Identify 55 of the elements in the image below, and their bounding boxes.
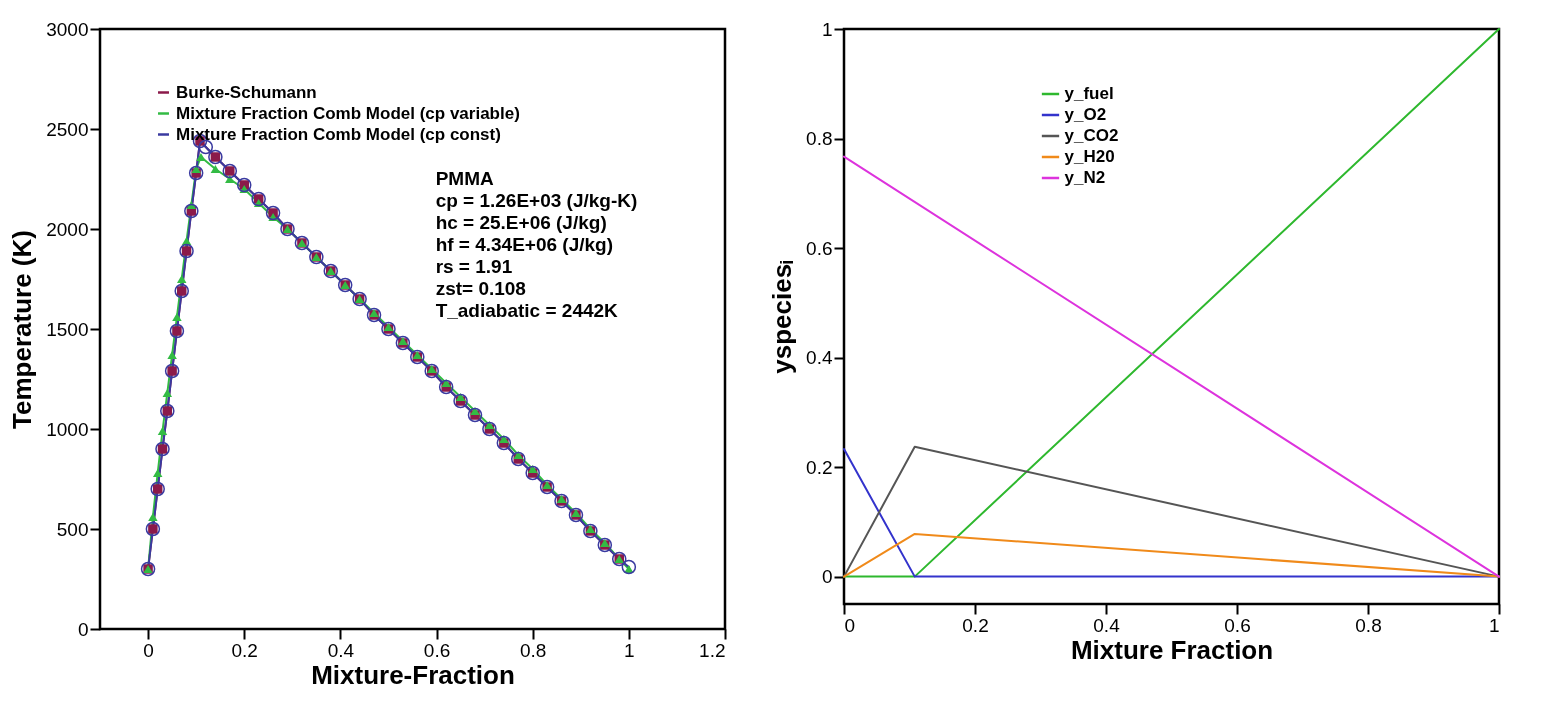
x-axis-title: Mixture-Fraction	[311, 659, 515, 690]
x-tick-label: 0.6	[423, 639, 451, 661]
annotation: T_adiabatic = 2442K	[435, 300, 619, 321]
point	[148, 512, 158, 522]
x-tick-label: 1	[1488, 614, 1500, 636]
annotation: rs = 1.91	[435, 256, 513, 277]
y-tick-label: 1	[821, 18, 833, 40]
x-tick-label: 0.8	[519, 639, 547, 661]
y-tick-label: 1000	[46, 418, 89, 440]
legend-label: y_H20	[1064, 147, 1115, 166]
point	[167, 350, 177, 360]
point	[196, 152, 206, 162]
x-tick-label: 0.2	[962, 614, 989, 636]
y-tick-label: 1500	[46, 318, 89, 340]
y-tick-label: 2000	[46, 218, 89, 240]
x-tick-label: 0.4	[1093, 614, 1121, 636]
point	[210, 164, 221, 174]
y-axis-title: Temperature (K)	[7, 230, 38, 429]
point	[172, 312, 182, 322]
x-tick-label: 0	[143, 639, 154, 661]
point	[152, 468, 163, 478]
legend-label: y_CO2	[1064, 126, 1119, 145]
x-tick-label: 0.6	[1224, 614, 1251, 636]
y-tick-label: 0.8	[806, 128, 833, 150]
point	[225, 174, 235, 184]
legend-label: Mixture Fraction Comb Model (cp const)	[176, 124, 501, 144]
annotation: cp = 1.26E+03 (J/kg-K)	[435, 190, 638, 211]
x-tick-label: 0.8	[1355, 614, 1382, 636]
point	[198, 139, 214, 155]
annotation: hc = 25.E+06 (J/kg)	[435, 212, 607, 233]
legend-label: Burke-Schumann	[176, 82, 317, 102]
y-tick-label: 3000	[46, 18, 89, 40]
y-tick-label: 2500	[46, 118, 89, 140]
y-axis-title: yspeciesᵢ	[767, 259, 798, 374]
x-tick-label: 0.4	[327, 639, 355, 661]
annotation: hf = 4.34E+06 (J/kg)	[435, 234, 614, 255]
y-tick-label: 0.2	[806, 456, 833, 478]
y-tick-label: 0	[821, 566, 833, 588]
legend-label: y_O2	[1064, 105, 1107, 124]
point	[621, 559, 637, 575]
point	[176, 274, 187, 284]
x-tick-label: 1	[624, 639, 635, 661]
legend-label: Mixture Fraction Comb Model (cp variable)	[176, 103, 520, 123]
x-tick-label: 0.2	[231, 639, 258, 661]
x-axis-title: Mixture Fraction	[1070, 634, 1274, 665]
point	[162, 388, 173, 398]
annotation: zst= 0.108	[435, 278, 526, 299]
legend-label: y_fuel	[1064, 84, 1114, 103]
y-tick-label: 0.4	[806, 347, 833, 369]
annotation: PMMA	[435, 168, 494, 189]
y-tick-label: 500	[56, 518, 89, 540]
legend-label: y_N2	[1064, 168, 1106, 187]
y-tick-label: 0.6	[806, 237, 833, 259]
x-tick-label: 1.2	[699, 639, 726, 661]
x-tick-label: 0	[844, 614, 856, 636]
